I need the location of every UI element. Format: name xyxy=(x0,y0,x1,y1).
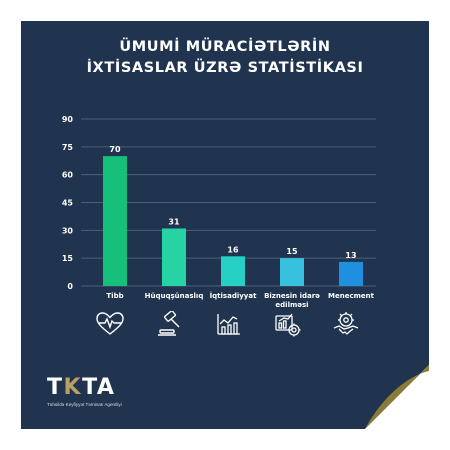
bar xyxy=(162,228,186,286)
logo-text-start: T xyxy=(47,375,64,400)
chart-title-line-1: ÜMUMİ MÜRACİƏTLƏRİN xyxy=(119,39,331,55)
logo-subtitle: Təhsildə Keyfiyyət Təminatı Agentliyi xyxy=(47,402,122,407)
data-label: 13 xyxy=(345,251,356,260)
category-label: Hüquqşünaslıq xyxy=(145,292,204,300)
bar xyxy=(339,261,363,286)
data-label: 31 xyxy=(168,217,180,226)
fold-gold-shadow xyxy=(365,365,429,429)
y-tick-label: 15 xyxy=(62,254,74,263)
data-label: 16 xyxy=(227,245,239,254)
logo-text-end: TA xyxy=(82,375,116,400)
tkta-logo: TKTA Təhsildə Keyfiyyət Təminatı Agentli… xyxy=(47,376,122,408)
handshake-gear-icon xyxy=(333,312,359,335)
y-tick-label: 30 xyxy=(62,226,74,235)
y-tick-label: 90 xyxy=(62,115,74,124)
category-label: İqtisadiyyat xyxy=(210,291,258,300)
y-tick-label: 60 xyxy=(62,171,74,180)
bar-chart: 0 15 30 45 60 75 90 70 Tibb 31 Hüquqşünaslıq 16 İqti… xyxy=(62,115,376,309)
growth-chart-icon xyxy=(217,314,240,335)
data-label: 15 xyxy=(286,247,298,256)
data-label: 70 xyxy=(109,145,121,154)
chart-title: ÜMUMİ MÜRACİƏTLƏRİN İXTİSASLAR ÜZRƏ STAT… xyxy=(21,37,429,79)
bar xyxy=(221,256,245,286)
category-label: Tibb xyxy=(106,292,123,300)
category-label: Biznesin idarə xyxy=(264,292,320,300)
bar xyxy=(103,156,127,286)
category-label: Menecment xyxy=(328,292,375,300)
y-tick-label: 45 xyxy=(62,199,74,208)
logo-wordmark: TKTA xyxy=(47,376,122,400)
chart-title-line-2: İXTİSASLAR ÜZRƏ STATİSTİKASI xyxy=(86,60,364,76)
gavel-icon xyxy=(158,311,180,336)
y-tick-label: 75 xyxy=(62,143,74,152)
bar xyxy=(280,258,304,286)
category-label: edilməsi xyxy=(275,301,308,309)
page-fold-corner xyxy=(365,365,429,429)
infographic-card: ÜMUMİ MÜRACİƏTLƏRİN İXTİSASLAR ÜZRƏ STAT… xyxy=(21,21,429,429)
y-tick-label: 0 xyxy=(67,282,73,291)
heart-pulse-icon xyxy=(96,312,124,335)
business-management-icon xyxy=(275,313,301,337)
logo-text-accent: K xyxy=(63,375,83,400)
